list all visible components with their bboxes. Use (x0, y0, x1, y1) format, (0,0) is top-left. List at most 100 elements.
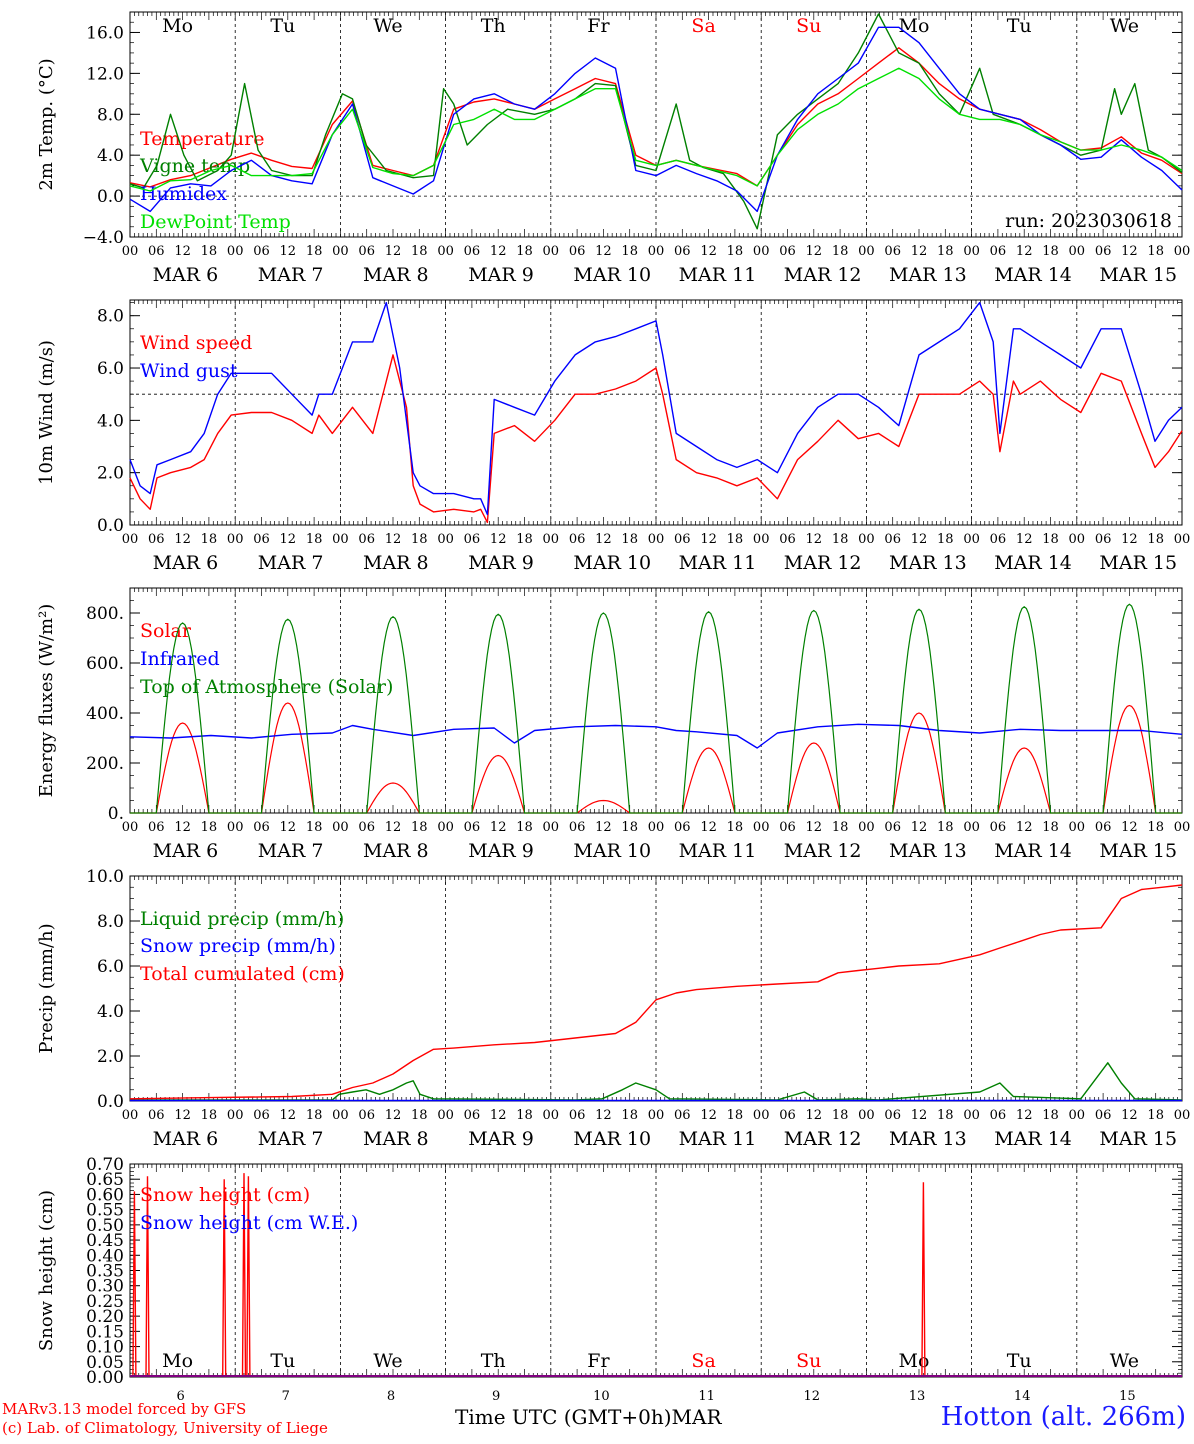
hour-tick-label: 00 (753, 820, 770, 835)
date-label: MAR 13 (889, 840, 967, 862)
y-tick-label: 4.0 (97, 411, 124, 431)
y-tick-label: 0.65 (86, 1170, 124, 1190)
hour-tick-label: 00 (963, 244, 980, 259)
time-axis-label: Time UTC (GMT+0h) (455, 1405, 672, 1429)
y-axis-label: Snow height (cm) (36, 1190, 57, 1351)
date-label: MAR 6 (153, 840, 219, 862)
y-tick-label: 8.0 (97, 912, 124, 932)
run-label: run: 2023030618 (1005, 210, 1172, 232)
day-number-label: 14 (1014, 1389, 1031, 1404)
hour-tick-label: 06 (884, 820, 901, 835)
y-tick-label: 0.10 (86, 1338, 124, 1358)
legend-entry: Temperature (140, 128, 264, 150)
y-tick-label: 0.0 (97, 1092, 124, 1112)
legend-entry: Solar (140, 620, 192, 642)
hour-tick-label: 06 (358, 820, 375, 835)
hour-tick-label: 12 (806, 532, 823, 547)
day-name-label: Tu (270, 1350, 295, 1372)
series-spike (921, 1182, 926, 1378)
hour-tick-label: 12 (1121, 244, 1138, 259)
series-spike (222, 1179, 227, 1378)
y-tick-label: 12.0 (86, 64, 124, 84)
day-number-label: 13 (909, 1389, 926, 1404)
hour-tick-label: 12 (174, 820, 191, 835)
hour-tick-label: 00 (543, 532, 560, 547)
hour-tick-label: 00 (858, 1108, 875, 1123)
hour-tick-label: 12 (490, 1108, 507, 1123)
day-name-label: We (373, 1350, 402, 1372)
y-tick-label: 0.20 (86, 1307, 124, 1327)
hour-tick-label: 06 (253, 244, 270, 259)
date-label: MAR 6 (153, 1128, 219, 1150)
hour-tick-label: 06 (990, 244, 1007, 259)
y-tick-label: 0.0 (97, 187, 124, 207)
date-label: MAR 8 (363, 264, 429, 286)
hour-tick-label: 06 (990, 532, 1007, 547)
hour-tick-label: 06 (569, 820, 586, 835)
y-tick-label: 0.70 (86, 1155, 124, 1175)
hour-tick-label: 00 (332, 532, 349, 547)
hour-tick-label: 06 (148, 1108, 165, 1123)
series-daily-curve (656, 611, 762, 814)
hour-tick-label: 12 (911, 244, 928, 259)
legend-entry: Snow height (cm) (140, 1184, 310, 1206)
hour-tick-label: 18 (621, 1108, 638, 1123)
hour-tick-label: 00 (963, 1108, 980, 1123)
hour-tick-label: 18 (306, 820, 323, 835)
hour-tick-label: 12 (911, 1108, 928, 1123)
hour-tick-label: 06 (464, 244, 481, 259)
hour-tick-label: 18 (621, 244, 638, 259)
day-name-label: Tu (1007, 15, 1032, 37)
day-name-label: Su (796, 1350, 821, 1372)
y-tick-label: 0. (108, 804, 124, 824)
hour-tick-label: 18 (832, 244, 849, 259)
hour-tick-label: 06 (358, 532, 375, 547)
date-label: MAR 8 (363, 1128, 429, 1150)
hour-tick-label: 12 (280, 1108, 297, 1123)
hour-tick-label: 00 (543, 1108, 560, 1123)
hour-tick-label: 18 (411, 820, 428, 835)
hour-tick-label: 06 (358, 244, 375, 259)
hour-tick-label: 12 (595, 820, 612, 835)
day-name-label: Th (481, 15, 506, 37)
day-name-label: Mo (899, 15, 930, 37)
hour-tick-label: 18 (516, 532, 533, 547)
hour-tick-label: 18 (1042, 1108, 1059, 1123)
hour-tick-label: 00 (648, 820, 665, 835)
series-line (129, 723, 1183, 749)
y-tick-label: 0.55 (86, 1201, 124, 1221)
hour-tick-label: 00 (437, 244, 454, 259)
hour-tick-label: 06 (148, 244, 165, 259)
hour-tick-label: 18 (727, 244, 744, 259)
hour-tick-label: 06 (464, 1108, 481, 1123)
day-name-label: Mo (162, 15, 193, 37)
date-label: MAR 7 (258, 840, 324, 862)
hour-tick-label: 00 (332, 244, 349, 259)
day-name-label: We (373, 15, 402, 37)
hour-tick-label: 00 (753, 244, 770, 259)
legend-entry: Snow precip (mm/h) (140, 935, 336, 957)
hour-tick-label: 18 (201, 244, 218, 259)
hour-tick-label: 18 (516, 244, 533, 259)
hour-tick-label: 06 (148, 820, 165, 835)
hour-tick-label: 18 (937, 1108, 954, 1123)
hour-tick-label: 00 (1174, 1108, 1191, 1123)
hour-tick-label: 06 (674, 532, 691, 547)
date-label: MAR 7 (258, 264, 324, 286)
legend-entry: Humidex (140, 183, 227, 205)
hour-tick-label: 12 (911, 532, 928, 547)
date-label: MAR 9 (468, 840, 534, 862)
hour-tick-label: 06 (253, 1108, 270, 1123)
series-daily-curve (445, 613, 551, 814)
hour-tick-label: 12 (911, 820, 928, 835)
hour-tick-label: 18 (727, 820, 744, 835)
hour-tick-label: 12 (1121, 532, 1138, 547)
date-label: MAR 10 (573, 840, 651, 862)
date-label: MAR 10 (573, 264, 651, 286)
hour-tick-label: 12 (490, 244, 507, 259)
hour-tick-label: 06 (253, 532, 270, 547)
hour-tick-label: 06 (779, 1108, 796, 1123)
y-tick-label: 800. (86, 604, 124, 624)
hour-tick-label: 12 (385, 1108, 402, 1123)
legend-entry: DewPoint Temp (140, 211, 291, 233)
